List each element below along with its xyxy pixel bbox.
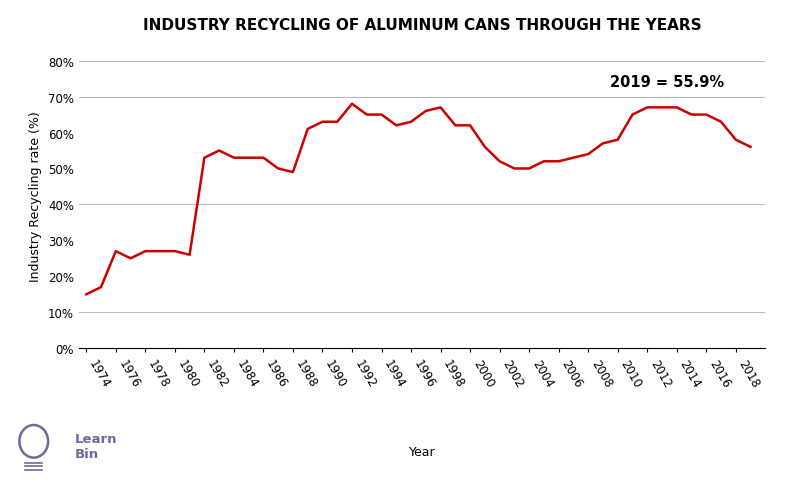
Title: INDUSTRY RECYCLING OF ALUMINUM CANS THROUGH THE YEARS: INDUSTRY RECYCLING OF ALUMINUM CANS THRO…	[143, 18, 701, 33]
X-axis label: Year: Year	[409, 445, 436, 458]
Text: Learn
Bin: Learn Bin	[75, 432, 118, 460]
Text: 2019 = 55.9%: 2019 = 55.9%	[611, 75, 724, 90]
Y-axis label: Industry Recycling rate (%): Industry Recycling rate (%)	[29, 111, 43, 281]
